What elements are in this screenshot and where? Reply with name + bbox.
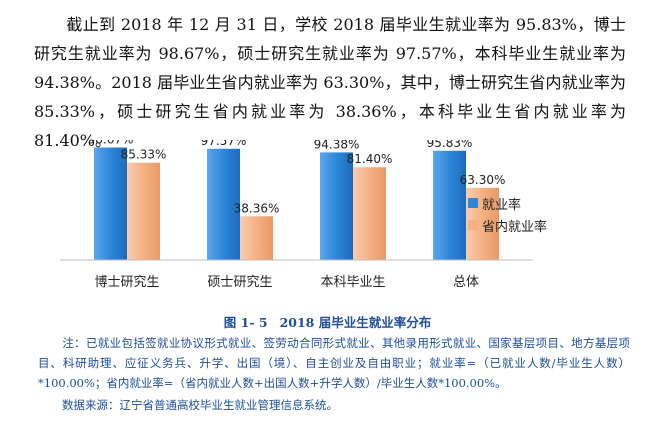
data-label: 81.40% [347,152,393,166]
legend-item-in-province: 省内就业率 [468,214,608,236]
footnote-text: 注：已就业包括签就业协议形式就业、签劳动合同形式就业、其他录用形式就业、国家基层… [38,336,630,390]
data-label: 63.30% [460,173,506,187]
x-tick-label: 硕士研究生 [207,275,272,290]
data-source: 数据来源：辽宁省普通高校毕业生就业管理信息系统。 [62,398,338,412]
chart-legend: 就业率 省内就业率 [468,192,608,236]
bar-employment-1 [207,148,240,260]
x-tick-label: 博士研究生 [94,275,159,290]
bar-in-province-2 [353,167,386,260]
summary-text: 截止到 2018 年 12 月 31 日，学校 2018 届毕业生就业率为 95… [34,15,626,150]
data-label: 95.83% [427,140,473,150]
x-tick-labels: 博士研究生 硕士研究生 本科毕业生 总体 [94,275,479,290]
bars-group: 98.67%85.33% 97.57% 38.36% 94.38%81.40% 95.8… [88,140,506,260]
bar-in-province-1 [240,216,273,260]
figure-number: 图 1- 5 [223,315,268,330]
data-label: 85.33% [121,148,167,162]
data-label: 97.57% [201,140,247,148]
data-label: 98.67% [88,140,134,147]
x-tick-label: 总体 [453,275,479,290]
data-label: 94.38% [314,140,360,151]
chart-canvas: 98.67%85.33% 97.57% 38.36% 94.38%81.40% 95.8… [60,140,533,290]
legend-item-employment: 就业率 [468,192,608,214]
data-label: 38.36% [234,201,280,215]
employment-rate-chart: 98.67%85.33% 97.57% 38.36% 94.38%81.40% 95.8… [60,140,620,300]
summary-paragraph: 截止到 2018 年 12 月 31 日，学校 2018 届毕业生就业率为 95… [34,10,626,155]
legend-swatch-blue [468,198,478,208]
x-tick-label: 本科毕业生 [320,275,385,290]
bar-employment-2 [320,152,353,260]
legend-label: 就业率 [482,197,522,213]
legend-swatch-orange [468,220,478,230]
figure-title: 2018 届毕业生就业率分布 [279,315,432,330]
bar-in-province-0 [127,162,160,260]
bar-employment-0 [94,147,127,260]
footnote: 注：已就业包括签就业协议形式就业、签劳动合同形式就业、其他录用形式就业、国家基层… [38,333,630,393]
legend-label: 省内就业率 [482,219,548,235]
bar-employment-3 [433,150,466,260]
figure-caption: 图 1- 5 2018 届毕业生就业率分布 [0,312,655,331]
